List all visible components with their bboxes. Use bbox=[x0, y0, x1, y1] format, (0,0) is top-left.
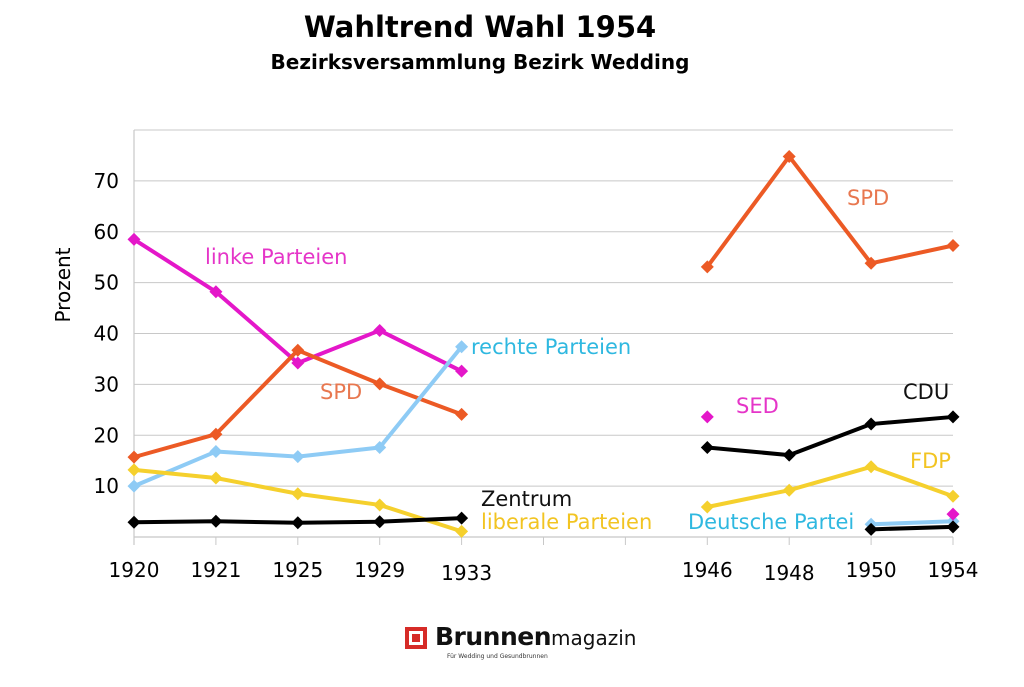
data-point bbox=[373, 440, 387, 454]
data-point bbox=[455, 364, 469, 378]
y-axis-label: Prozent bbox=[51, 247, 75, 322]
data-point bbox=[782, 448, 796, 462]
x-tick-label: 1954 bbox=[928, 558, 979, 582]
data-point bbox=[291, 516, 305, 530]
data-point bbox=[946, 489, 960, 503]
data-point bbox=[700, 410, 714, 424]
data-point bbox=[864, 256, 878, 270]
series-8 bbox=[700, 460, 960, 514]
series-10 bbox=[864, 520, 960, 536]
data-point bbox=[373, 498, 387, 512]
series-label: SED bbox=[736, 394, 779, 418]
y-tick-label: 50 bbox=[94, 271, 119, 295]
x-tick-label: 1920 bbox=[109, 558, 160, 582]
series-line bbox=[705, 154, 954, 269]
data-point bbox=[700, 440, 714, 454]
data-point bbox=[455, 511, 469, 525]
series-label: FDP bbox=[910, 449, 951, 473]
data-point bbox=[782, 483, 796, 497]
tick-labels: 10 20 30 40 50 60 70 1920 1921 1925 1929 1933 1946 19… bbox=[94, 169, 979, 585]
y-tick-label: 20 bbox=[94, 423, 119, 447]
data-point bbox=[946, 520, 960, 534]
data-point bbox=[209, 285, 223, 299]
data-point bbox=[700, 500, 714, 514]
x-tick-label: 1948 bbox=[764, 561, 815, 585]
data-point bbox=[209, 427, 223, 441]
data-point bbox=[864, 460, 878, 474]
series-5 bbox=[700, 149, 960, 274]
gridlines bbox=[134, 129, 953, 487]
series-line bbox=[871, 519, 954, 527]
chart-subtitle: Bezirksversammlung Bezirk Wedding bbox=[270, 50, 690, 74]
data-point bbox=[127, 479, 141, 493]
data-point bbox=[373, 515, 387, 529]
series-6 bbox=[700, 410, 714, 424]
data-point bbox=[864, 417, 878, 431]
series-line bbox=[707, 414, 954, 458]
logo-bold-text: Brunnen bbox=[435, 622, 552, 651]
logo-mark-icon bbox=[405, 627, 427, 649]
series-label: SPD bbox=[320, 380, 362, 404]
series-3 bbox=[127, 463, 469, 538]
data-point bbox=[127, 450, 141, 464]
data-point bbox=[373, 323, 387, 337]
logo-wordmark: Brunnenmagazin bbox=[435, 622, 636, 651]
series-4 bbox=[127, 511, 469, 530]
x-tick-label: 1933 bbox=[441, 561, 492, 585]
x-tick-label: 1925 bbox=[272, 558, 323, 582]
y-tick-label: 70 bbox=[94, 169, 119, 193]
data-point bbox=[946, 238, 960, 252]
y-tick-label: 60 bbox=[94, 220, 119, 244]
series-label: Zentrum bbox=[481, 487, 572, 511]
y-tick-label: 10 bbox=[94, 474, 119, 498]
series-label: Deutsche Partei bbox=[688, 510, 854, 534]
series-labels: linke Parteien SPD rechte Parteien liberale… bbox=[205, 186, 951, 534]
data-point bbox=[127, 515, 141, 529]
data-point bbox=[127, 232, 141, 246]
series-1 bbox=[127, 343, 469, 464]
series-2 bbox=[127, 340, 469, 493]
series-group bbox=[127, 149, 960, 538]
data-point bbox=[291, 487, 305, 501]
data-point bbox=[127, 463, 141, 477]
series-0 bbox=[127, 232, 469, 378]
data-point bbox=[373, 377, 387, 391]
series-label: liberale Parteien bbox=[481, 510, 652, 534]
series-label: linke Parteien bbox=[205, 245, 347, 269]
series-11 bbox=[946, 507, 960, 521]
data-point bbox=[946, 410, 960, 424]
logo-light-text: magazin bbox=[551, 626, 637, 650]
data-point bbox=[291, 343, 305, 357]
x-tick-label: 1921 bbox=[190, 558, 241, 582]
data-point bbox=[455, 340, 469, 354]
series-label: rechte Parteien bbox=[471, 335, 631, 359]
data-point bbox=[782, 149, 796, 163]
data-point bbox=[700, 260, 714, 274]
brand-logo: Brunnenmagazin Für Wedding und Gesundbru… bbox=[405, 622, 645, 672]
y-tick-label: 40 bbox=[94, 322, 119, 346]
data-point bbox=[209, 471, 223, 485]
data-point bbox=[209, 445, 223, 459]
data-point bbox=[291, 356, 305, 370]
series-line bbox=[871, 524, 954, 532]
x-tick-label: 1946 bbox=[682, 558, 733, 582]
x-tick-label: 1929 bbox=[354, 558, 405, 582]
x-tick-label: 1950 bbox=[846, 558, 897, 582]
data-point bbox=[291, 450, 305, 464]
series-line bbox=[706, 464, 954, 509]
chart-title: Wahltrend Wahl 1954 bbox=[303, 10, 657, 44]
data-point bbox=[946, 507, 960, 521]
y-tick-label: 30 bbox=[94, 372, 119, 396]
data-point bbox=[209, 514, 223, 528]
series-label: CDU bbox=[903, 380, 949, 404]
logo-tagline: Für Wedding und Gesundbrunnen bbox=[447, 653, 548, 660]
data-point bbox=[455, 524, 469, 538]
series-7 bbox=[700, 410, 960, 462]
data-point bbox=[455, 407, 469, 421]
data-point bbox=[864, 522, 878, 536]
series-label: SPD bbox=[847, 186, 889, 210]
